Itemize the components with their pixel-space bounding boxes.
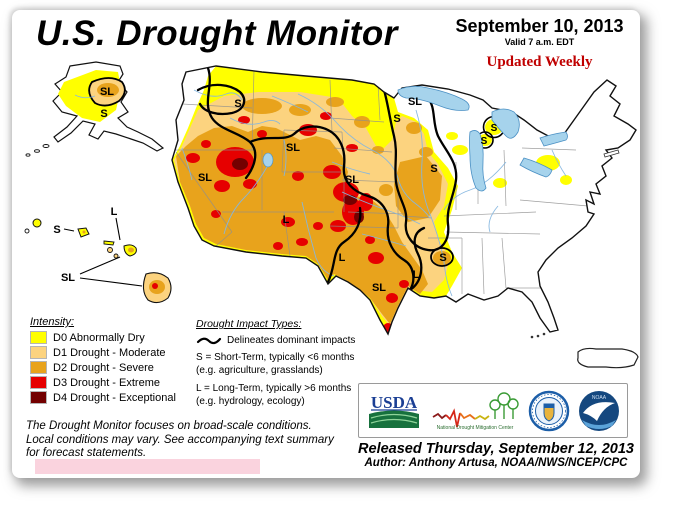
legend-item-d3: D3 Drought - Extreme bbox=[30, 376, 200, 389]
rivers bbox=[181, 89, 567, 297]
hawaii-inset: L S SL bbox=[24, 206, 172, 304]
map-label: SL bbox=[198, 172, 212, 184]
map-label: S bbox=[439, 252, 446, 264]
d3-color-chip bbox=[30, 376, 47, 389]
long-term-line: L = Long-Term, typically >6 months bbox=[196, 383, 352, 394]
agency-logos-box: USDA National Drought Mitigation Center bbox=[358, 383, 628, 438]
short-term-examples: (e.g. agriculture, grasslands) bbox=[196, 364, 323, 376]
drought-map: SL S L S SL S bbox=[24, 61, 639, 369]
noaa-logo: NOAA bbox=[579, 390, 619, 431]
date-block: September 10, 2013 Valid 7 a.m. EDT Upda… bbox=[432, 16, 647, 71]
legend-label: D0 Abnormally Dry bbox=[53, 331, 145, 344]
legend-label: D3 Drought - Extreme bbox=[53, 376, 160, 389]
map-labels: S SL SL SL L L SL L S S SL S S S bbox=[198, 96, 498, 294]
delineates-label: Delineates dominant impacts bbox=[227, 334, 356, 346]
state-borders bbox=[174, 69, 589, 295]
drought-monitor-card: U.S. Drought Monitor September 10, 2013 … bbox=[12, 10, 640, 478]
d1-color-chip bbox=[30, 346, 47, 359]
release-author: Author: Anthony Artusa, NOAA/NWS/NCEP/CP… bbox=[364, 457, 628, 469]
legend-heading: Intensity: bbox=[30, 316, 75, 328]
map-label: S bbox=[430, 163, 437, 175]
map-label: S bbox=[53, 224, 60, 236]
release-block: Released Thursday, September 12, 2013 Au… bbox=[348, 441, 644, 469]
drought-shading bbox=[172, 66, 589, 334]
conus-map bbox=[171, 65, 637, 339]
map-label: L bbox=[111, 206, 118, 218]
legend-item-d1: D1 Drought - Moderate bbox=[30, 346, 200, 359]
map-label: SL bbox=[408, 96, 422, 108]
tilde-icon bbox=[196, 337, 222, 345]
long-island bbox=[603, 149, 620, 158]
commerce-seal bbox=[528, 390, 570, 431]
noaa-label: NOAA bbox=[592, 395, 607, 401]
legend-label: D4 Drought - Exceptional bbox=[53, 391, 176, 404]
great-lakes bbox=[397, 86, 568, 192]
legend-item-d2: D2 Drought - Severe bbox=[30, 361, 200, 374]
short-term-line: S = Short-Term, typically <6 months bbox=[196, 352, 355, 363]
map-label: SL bbox=[100, 86, 114, 98]
usda-wordmark: USDA bbox=[371, 393, 418, 412]
note-line: Local conditions may vary. See accompany… bbox=[26, 433, 334, 446]
map-label: S bbox=[234, 98, 241, 110]
usda-logo: USDA bbox=[369, 393, 419, 428]
delineates-row: Delineates dominant impacts bbox=[196, 334, 376, 346]
legend-item-d0: D0 Abnormally Dry bbox=[30, 331, 200, 344]
release-date: Released Thursday, September 12, 2013 bbox=[358, 441, 634, 457]
d2-color-chip bbox=[30, 361, 47, 374]
long-term-examples: (e.g. hydrology, ecology) bbox=[196, 395, 305, 407]
page-title: U.S. Drought Monitor bbox=[36, 14, 398, 53]
map-label: S bbox=[491, 123, 498, 134]
map-label: L bbox=[283, 214, 290, 226]
impact-boundaries bbox=[196, 66, 458, 318]
map-label: SL bbox=[61, 272, 75, 284]
ndmc-logo: National Drought Mitigation Center bbox=[432, 391, 519, 431]
ndmc-label: National Drought Mitigation Center bbox=[437, 425, 514, 431]
pink-highlight-box bbox=[35, 459, 260, 474]
impact-types-heading: Drought Impact Types: bbox=[196, 318, 302, 330]
alaska-inset: SL S bbox=[25, 61, 165, 157]
disclaimer-note: The Drought Monitor focuses on broad-sca… bbox=[26, 420, 361, 461]
note-line: The Drought Monitor focuses on broad-sca… bbox=[26, 420, 312, 432]
legend-item-d4: D4 Drought - Exceptional bbox=[30, 391, 200, 404]
map-date: September 10, 2013 bbox=[455, 16, 624, 36]
d0-color-chip bbox=[30, 331, 47, 344]
impact-types: Drought Impact Types: Delineates dominan… bbox=[196, 318, 376, 408]
d4-color-chip bbox=[30, 391, 47, 404]
updated-weekly: Updated Weekly bbox=[486, 54, 593, 70]
legend-label: D2 Drought - Severe bbox=[53, 361, 154, 374]
map-label: S bbox=[481, 136, 488, 147]
map-label: SL bbox=[286, 142, 300, 154]
map-label: L bbox=[339, 252, 346, 264]
florida-keys bbox=[530, 332, 546, 339]
map-label: SL bbox=[345, 174, 359, 186]
map-label: SL bbox=[372, 282, 386, 294]
intensity-legend: Intensity: D0 Abnormally Dry D1 Drought … bbox=[30, 316, 200, 406]
map-label: L bbox=[413, 269, 420, 281]
map-label: S bbox=[393, 113, 400, 125]
note-line: for forecast statements. bbox=[26, 447, 147, 460]
puerto-rico-inset bbox=[577, 347, 639, 369]
valid-time: Valid 7 a.m. EDT bbox=[504, 37, 575, 47]
map-label: S bbox=[100, 108, 107, 120]
legend-label: D1 Drought - Moderate bbox=[53, 346, 166, 359]
